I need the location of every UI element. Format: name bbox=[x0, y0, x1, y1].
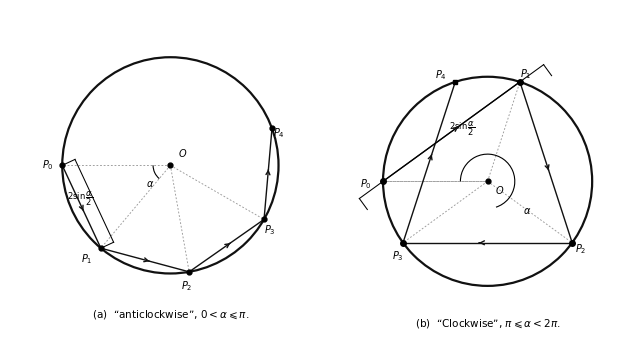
Text: $O$: $O$ bbox=[178, 147, 187, 159]
Text: $\alpha$: $\alpha$ bbox=[523, 206, 532, 216]
Text: $P_4$: $P_4$ bbox=[273, 126, 284, 140]
Text: $P_0$: $P_0$ bbox=[360, 177, 372, 191]
Text: $P_4$: $P_4$ bbox=[435, 69, 447, 82]
Text: (b)  “Clockwise”, $\pi \leqslant \alpha < 2\pi$.: (b) “Clockwise”, $\pi \leqslant \alpha <… bbox=[415, 317, 560, 330]
Text: $P_1$: $P_1$ bbox=[81, 252, 92, 266]
Text: $P_3$: $P_3$ bbox=[264, 223, 275, 237]
Text: $2\sin\dfrac{\alpha}{2}$: $2\sin\dfrac{\alpha}{2}$ bbox=[67, 189, 93, 208]
Text: (a)  “anticlockwise”, $0 < \alpha \leqslant \pi$.: (a) “anticlockwise”, $0 < \alpha \leqsla… bbox=[92, 308, 249, 321]
Text: $P_3$: $P_3$ bbox=[392, 250, 404, 263]
Text: $\alpha$: $\alpha$ bbox=[146, 179, 154, 189]
Text: $P_2$: $P_2$ bbox=[575, 242, 586, 256]
Text: $P_0$: $P_0$ bbox=[42, 158, 54, 172]
Text: $P_2$: $P_2$ bbox=[181, 279, 193, 293]
Text: $P_1$: $P_1$ bbox=[521, 68, 532, 81]
Text: $O$: $O$ bbox=[495, 184, 504, 197]
Text: $2\sin\dfrac{\alpha}{2}$: $2\sin\dfrac{\alpha}{2}$ bbox=[449, 120, 476, 139]
